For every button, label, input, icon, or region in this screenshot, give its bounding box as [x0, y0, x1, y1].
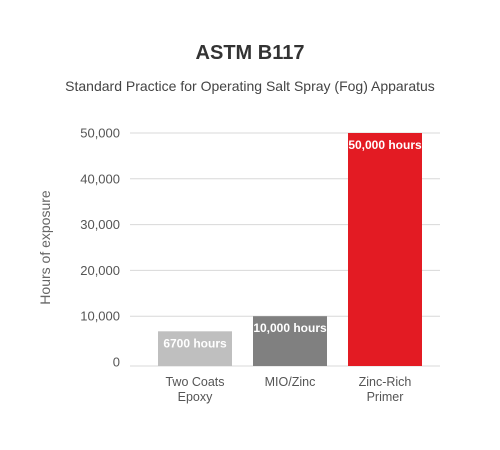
category-label: MIO/Zinc — [265, 375, 316, 389]
category-label: Primer — [367, 390, 404, 404]
chart-title: ASTM B117 — [195, 42, 305, 64]
bar — [253, 316, 327, 366]
y-tick-label: 50,000 — [80, 126, 120, 141]
category-label: Two Coats — [165, 375, 224, 389]
data-label: 10,000 hours — [253, 321, 327, 335]
category-label: Epoxy — [178, 390, 213, 404]
bar — [158, 331, 232, 366]
y-tick-label: 40,000 — [80, 171, 120, 186]
category-label: Zinc-Rich — [359, 375, 412, 389]
chart-subtitle: Standard Practice for Operating Salt Spr… — [65, 78, 435, 94]
data-label: 50,000 hours — [348, 138, 422, 152]
y-tick-label: 30,000 — [80, 217, 120, 232]
y-tick-label: 0 — [113, 355, 120, 370]
y-axis-label: Hours of exposure — [37, 190, 53, 305]
y-tick-label: 20,000 — [80, 263, 120, 278]
y-tick-label: 10,000 — [80, 309, 120, 324]
data-label: 6700 hours — [163, 336, 227, 350]
bar — [348, 133, 422, 366]
